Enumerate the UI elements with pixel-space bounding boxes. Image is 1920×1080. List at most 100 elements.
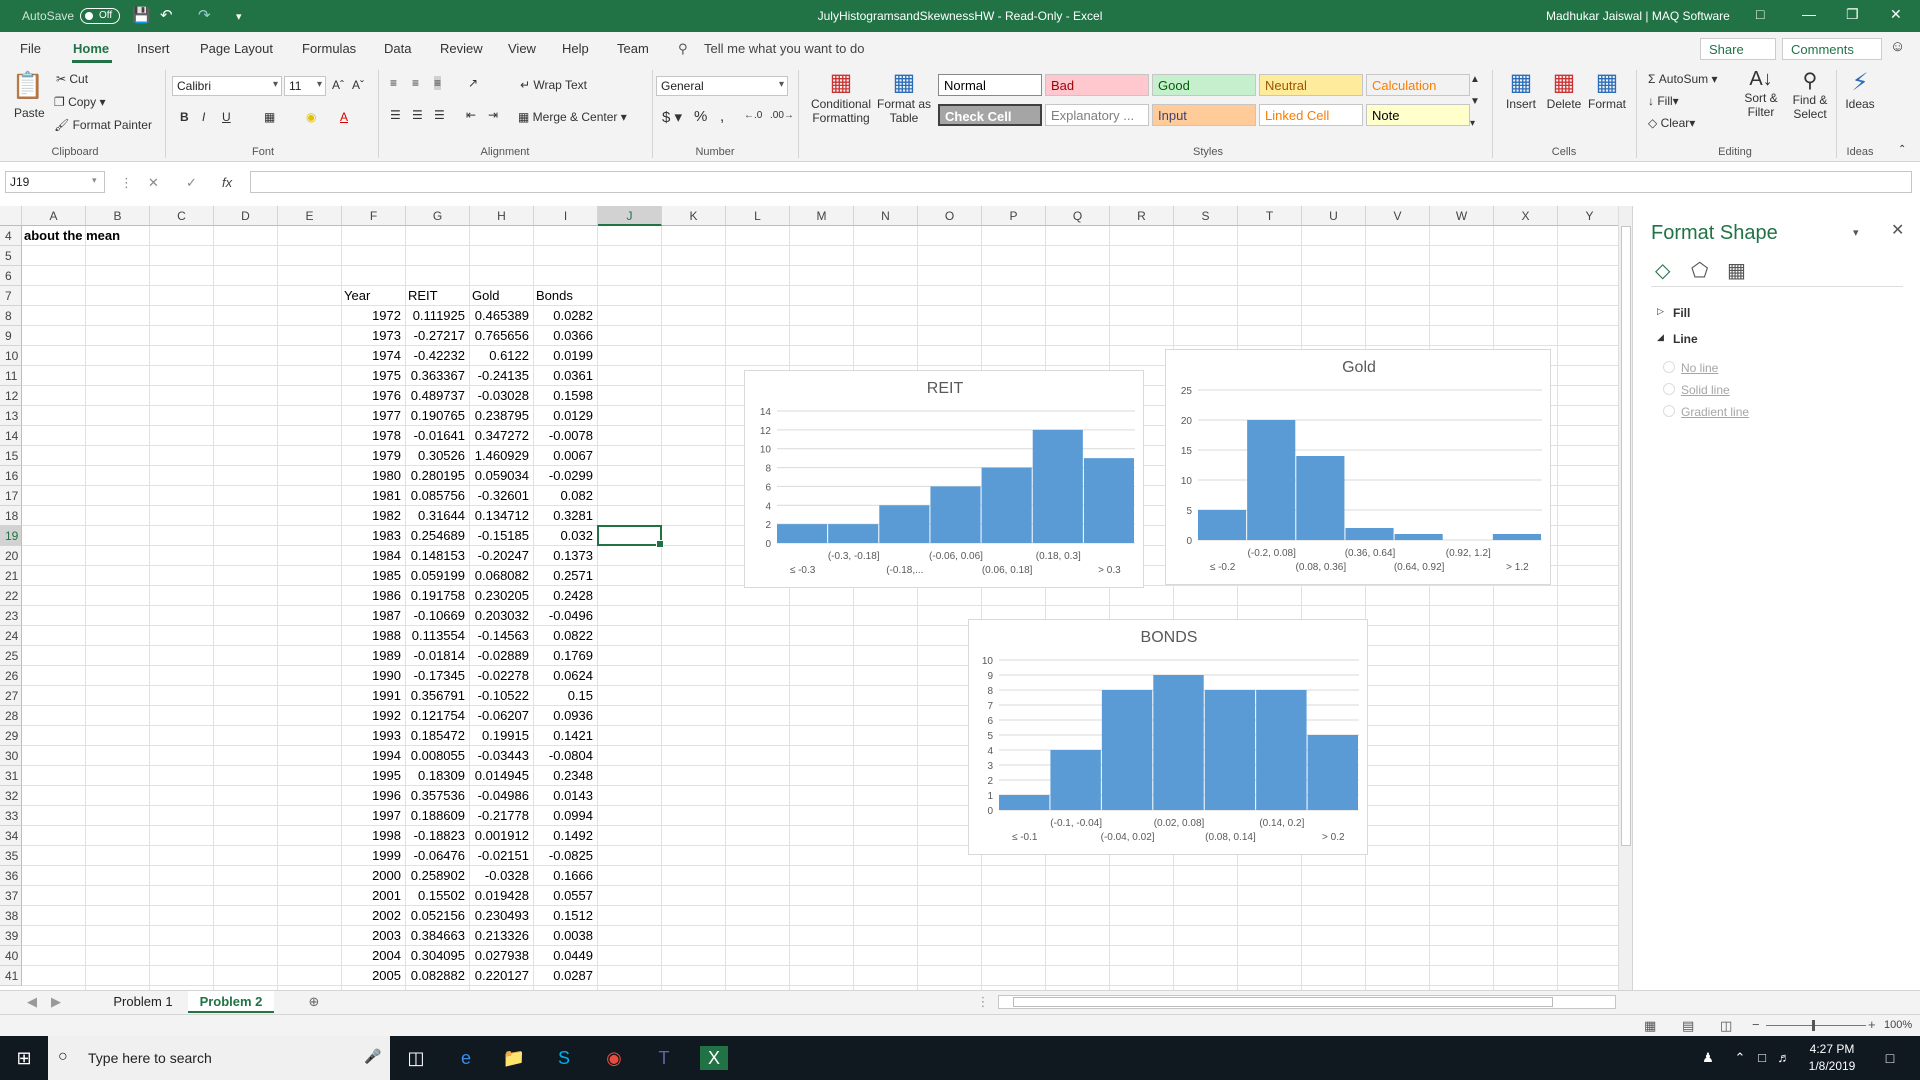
table-cell[interactable]: 2004 [372,948,401,963]
table-cell[interactable]: 1.460929 [474,448,529,463]
comma-icon[interactable]: , [720,108,725,125]
autosave-toggle[interactable]: Off [80,8,120,24]
increase-indent-icon[interactable]: ⇥ [488,108,499,122]
table-cell[interactable]: 0.027938 [474,948,529,963]
increase-decimal-icon[interactable]: ←.0 [744,110,763,121]
row-header-21[interactable]: 21 [0,566,22,586]
table-cell[interactable]: 2001 [372,888,401,903]
row-header-30[interactable]: 30 [0,746,22,766]
table-cell[interactable]: -0.02151 [477,848,529,863]
cell-a4[interactable]: about the mean [24,228,121,243]
table-cell[interactable]: 1991 [372,688,401,703]
column-header-d[interactable]: D [214,206,278,226]
tray-expand-icon[interactable]: ⌃ [1734,1050,1746,1065]
taskbar-search-box[interactable]: ○ Type here to search 🎤 [48,1036,390,1080]
prev-sheet-icon[interactable]: ◀ [27,994,37,1009]
table-cell[interactable]: 0.148153 [410,548,465,563]
table-cell[interactable]: 1989 [372,648,401,663]
row-header-22[interactable]: 22 [0,586,22,606]
cell-style-linked-cell[interactable]: Linked Cell [1259,104,1363,126]
table-cell[interactable]: 0.238795 [474,408,529,423]
table-cell[interactable]: 1997 [372,808,401,823]
column-header-m[interactable]: M [790,206,854,226]
restore-icon[interactable]: ❐ [1846,6,1859,22]
table-cell[interactable]: 0.1421 [553,728,593,743]
sheet-tab-problem-2[interactable]: Problem 2 [188,991,274,1013]
active-cell-selection[interactable] [597,525,664,548]
table-cell[interactable]: 0.1512 [553,908,593,923]
tab-home[interactable]: Home [73,41,110,56]
table-cell[interactable]: 0.1666 [553,868,593,883]
table-cell[interactable]: 2005 [372,968,401,983]
cell-style-input[interactable]: Input [1152,104,1256,126]
tab-review[interactable]: Review [440,41,483,56]
notifications-icon[interactable]: □ [1885,1050,1895,1066]
collapse-ribbon-icon[interactable]: ⌃ [1898,144,1907,155]
table-cell[interactable]: 0.0822 [553,628,593,643]
row-header-28[interactable]: 28 [0,706,22,726]
row-header-39[interactable]: 39 [0,926,22,946]
tab-insert[interactable]: Insert [137,41,170,56]
table-cell[interactable]: 0.191758 [410,588,465,603]
table-cell[interactable]: -0.20247 [477,548,529,563]
column-header-j[interactable]: J [598,206,662,226]
table-cell[interactable]: 0.113554 [411,628,465,643]
column-header-y[interactable]: Y [1558,206,1618,226]
cut-button[interactable]: ✂ Cut [56,72,89,86]
column-header-v[interactable]: V [1366,206,1430,226]
decrease-decimal-icon[interactable]: .00→ [770,110,794,121]
sort-filter-button[interactable]: A↓ Sort & Filter [1736,68,1786,119]
underline-icon[interactable]: U [222,110,231,124]
no-line-radio[interactable] [1663,361,1675,373]
column-header-g[interactable]: G [406,206,470,226]
table-cell[interactable]: 0.068082 [474,568,529,583]
volume-icon[interactable]: ♬ [1777,1050,1791,1065]
table-cell[interactable]: 0.280195 [410,468,465,483]
bold-icon[interactable]: B [180,110,189,124]
row-header-33[interactable]: 33 [0,806,22,826]
table-cell[interactable]: 0.765656 [474,328,529,343]
table-cell[interactable]: 1978 [372,428,401,443]
table-cell[interactable]: -0.03028 [477,388,529,403]
table-cell[interactable]: 0.356791 [410,688,465,703]
tab-file[interactable]: File [20,41,41,56]
column-header-f[interactable]: F [342,206,406,226]
zoom-slider-thumb[interactable] [1812,1020,1815,1031]
table-cell[interactable]: 0.0361 [553,368,593,383]
name-box[interactable]: J19 [5,171,105,193]
tab-data[interactable]: Data [384,41,412,56]
cell-style-note[interactable]: Note [1366,104,1470,126]
row-header-17[interactable]: 17 [0,486,22,506]
cell-style-good[interactable]: Good [1152,74,1256,96]
row-header-16[interactable]: 16 [0,466,22,486]
table-cell[interactable]: -0.06207 [477,708,529,723]
table-header-cell[interactable]: REIT [408,288,438,303]
table-cell[interactable]: -0.0496 [548,608,593,623]
table-cell[interactable]: -0.18823 [413,828,465,843]
table-cell[interactable]: -0.01814 [413,648,465,663]
table-cell[interactable]: -0.42232 [413,348,465,363]
table-cell[interactable]: 0.31644 [418,508,465,523]
copy-button[interactable]: ❐ Copy ▾ [54,95,106,109]
table-cell[interactable]: 0.032 [560,528,593,543]
table-cell[interactable]: 0.014945 [474,768,529,783]
table-cell[interactable]: 1984 [372,548,401,563]
column-header-q[interactable]: Q [1046,206,1110,226]
ideas-button[interactable]: ⚡ Ideas [1840,68,1880,111]
table-cell[interactable]: 0.0624 [553,668,593,683]
table-cell[interactable]: 0.2571 [553,568,593,583]
column-header-o[interactable]: O [918,206,982,226]
table-cell[interactable]: 1998 [372,828,401,843]
gradient-line-radio[interactable] [1663,405,1675,417]
table-cell[interactable]: -0.03443 [477,748,529,763]
table-cell[interactable]: 0.190765 [410,408,465,423]
grow-font-icon[interactable]: Aˆ [332,78,344,92]
column-header-c[interactable]: C [150,206,214,226]
table-cell[interactable]: -0.04986 [477,788,529,803]
row-header-14[interactable]: 14 [0,426,22,446]
row-header-11[interactable]: 11 [0,366,22,386]
close-window-icon[interactable]: ✕ [1890,6,1902,22]
system-clock[interactable]: 4:27 PM 1/8/2019 [1802,1041,1862,1075]
excel-taskbar-icon[interactable]: X [700,1046,728,1070]
undo-icon[interactable]: ↶ [160,7,173,24]
